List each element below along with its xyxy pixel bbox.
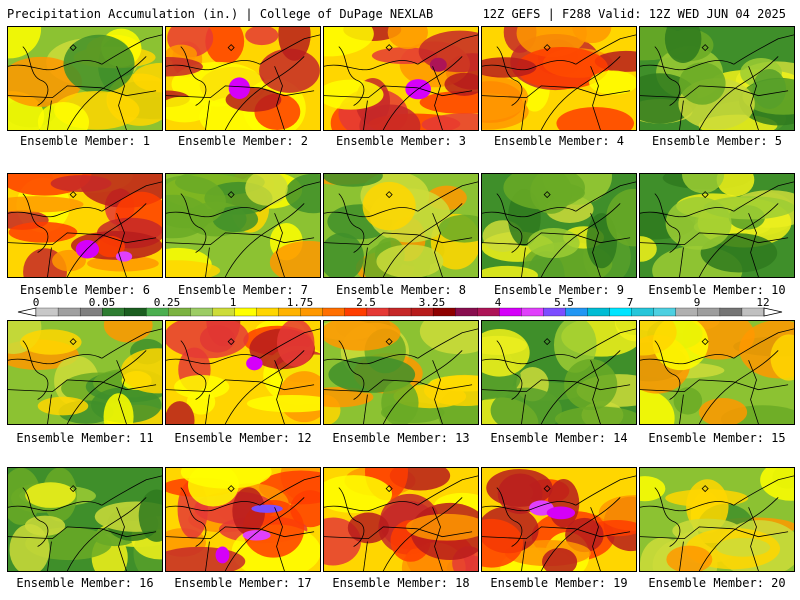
colorbar-tick-label: 4 [494, 296, 502, 309]
ensemble-member-map [639, 26, 795, 131]
ensemble-member-label: Ensemble Member: 10 [648, 283, 786, 297]
ensemble-member-map [165, 26, 321, 131]
colorbar-tick-label: 0 [32, 296, 40, 309]
ensemble-member-map [323, 26, 479, 131]
colorbar-tick-label: 0.25 [153, 296, 181, 309]
colorbar-tick-label: 3.25 [418, 296, 446, 309]
ensemble-member-label: Ensemble Member: 20 [648, 576, 786, 590]
ensemble-member-label: Ensemble Member: 15 [648, 431, 786, 445]
ensemble-member-label: Ensemble Member: 8 [335, 283, 467, 297]
colorbar-tick-label: 1.75 [286, 296, 314, 309]
ensemble-member-label: Ensemble Member: 14 [490, 431, 628, 445]
ensemble-member-label: Ensemble Member: 12 [174, 431, 312, 445]
ensemble-member-label: Ensemble Member: 16 [16, 576, 154, 590]
colorbar-tick-label: 9 [693, 296, 701, 309]
map-title: Precipitation Accumulation (in.) | Colle… [7, 7, 434, 21]
ensemble-member-map [165, 320, 321, 425]
ensemble-member-label: Ensemble Member: 1 [19, 134, 151, 148]
ensemble-member-map [7, 467, 163, 572]
ensemble-member-map [7, 173, 163, 278]
ensemble-member-map [639, 320, 795, 425]
ensemble-member-map [639, 173, 795, 278]
ensemble-member-label: Ensemble Member: 3 [335, 134, 467, 148]
ensemble-member-label: Ensemble Member: 4 [493, 134, 625, 148]
ensemble-member-map [323, 467, 479, 572]
ensemble-member-label: Ensemble Member: 2 [177, 134, 309, 148]
ensemble-member-label: Ensemble Member: 17 [174, 576, 312, 590]
colorbar [17, 307, 783, 317]
ensemble-member-label: Ensemble Member: 5 [651, 134, 783, 148]
colorbar-tick-label: 1 [229, 296, 237, 309]
ensemble-member-label: Ensemble Member: 7 [177, 283, 309, 297]
ensemble-member-map [481, 26, 637, 131]
ensemble-member-map [165, 467, 321, 572]
ensemble-member-map [481, 173, 637, 278]
ensemble-member-map [7, 320, 163, 425]
colorbar-tick-label: 2.5 [356, 296, 376, 309]
ensemble-member-label: Ensemble Member: 19 [490, 576, 628, 590]
ensemble-member-map [481, 320, 637, 425]
ensemble-member-map [323, 173, 479, 278]
ensemble-member-map [7, 26, 163, 131]
ensemble-member-map [481, 467, 637, 572]
ensemble-member-label: Ensemble Member: 9 [493, 283, 625, 297]
ensemble-member-label: Ensemble Member: 6 [19, 283, 151, 297]
ensemble-member-label: Ensemble Member: 13 [332, 431, 470, 445]
ensemble-member-map [323, 320, 479, 425]
colorbar-tick-label: 0.05 [88, 296, 116, 309]
ensemble-member-label: Ensemble Member: 11 [16, 431, 154, 445]
run-valid-time: 12Z GEFS | F288 Valid: 12Z WED JUN 04 20… [482, 7, 786, 21]
colorbar-tick-label: 7 [626, 296, 634, 309]
ensemble-member-map [639, 467, 795, 572]
ensemble-member-map [165, 173, 321, 278]
colorbar-tick-label: 5.5 [554, 296, 574, 309]
ensemble-member-label: Ensemble Member: 18 [332, 576, 470, 590]
colorbar-tick-label: 12 [756, 296, 770, 309]
